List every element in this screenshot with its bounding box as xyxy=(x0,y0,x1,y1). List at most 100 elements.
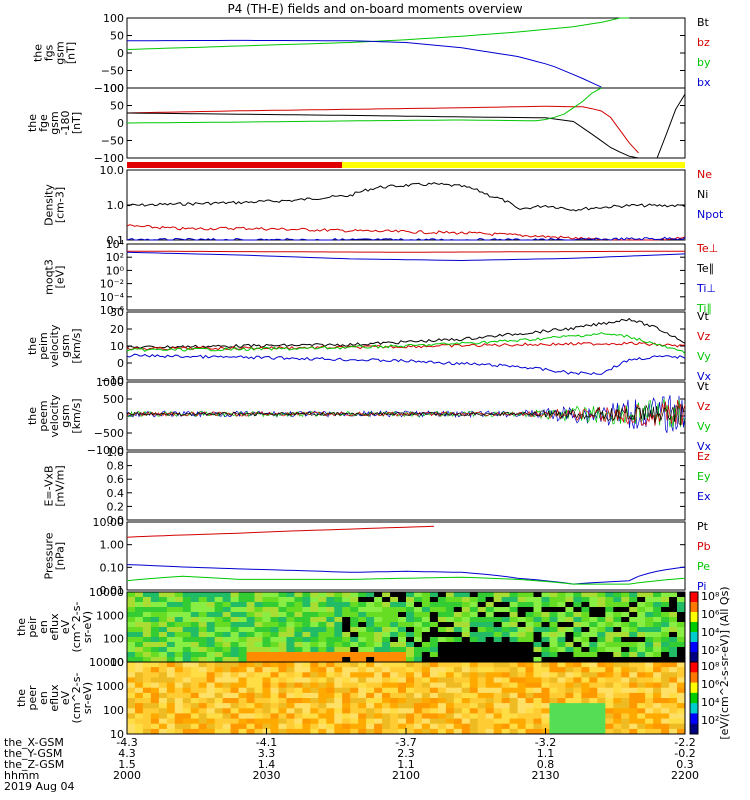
spectrogram-cell xyxy=(669,597,678,603)
spectrogram-cell xyxy=(358,708,367,714)
spectrogram-cell xyxy=(135,667,144,673)
spectrogram-cell xyxy=(358,687,367,694)
spectrogram-cell xyxy=(222,708,232,714)
spectrogram-cell xyxy=(382,692,391,699)
spectrogram-cell xyxy=(390,687,399,694)
spectrogram-cell xyxy=(517,647,527,653)
spectrogram-cell xyxy=(262,622,271,628)
spectrogram-cell xyxy=(573,703,582,709)
spectrogram-cell xyxy=(398,597,407,603)
spectrogram-cell xyxy=(509,703,519,709)
spectrogram-cell xyxy=(182,728,192,735)
spectrogram-cell xyxy=(469,698,479,704)
spectrogram-cell xyxy=(302,723,311,730)
spectrogram-cell xyxy=(262,703,271,709)
legend-entry: Vx xyxy=(697,370,712,383)
spectrogram-cell xyxy=(350,713,359,719)
spectrogram-cell xyxy=(366,692,375,699)
spectrogram-cell xyxy=(509,677,519,683)
spectrogram-cell xyxy=(653,698,662,704)
spectrogram-cell xyxy=(150,698,160,704)
spectrogram-cell xyxy=(565,718,574,725)
spectrogram-cell xyxy=(222,662,232,668)
spectrogram-cell xyxy=(150,718,160,725)
spectrogram-cell xyxy=(421,597,431,603)
spectrogram-cell xyxy=(565,602,574,608)
spectrogram-cell xyxy=(653,662,662,668)
spectrogram-cell xyxy=(581,692,590,699)
spectrogram-cell xyxy=(406,622,415,628)
spectrogram-cell xyxy=(198,592,208,598)
spectrogram-cell xyxy=(469,612,479,618)
spectrogram-cell xyxy=(334,627,343,633)
y-axis-label: gsm xyxy=(48,111,61,134)
spectrogram-cell xyxy=(342,708,351,714)
spectrogram-cell xyxy=(637,728,646,735)
spectrogram-cell xyxy=(437,637,447,643)
spectrogram-cell xyxy=(310,672,319,678)
spectrogram-cell xyxy=(613,607,622,613)
spectrogram-cell xyxy=(334,637,343,643)
spectrogram-cell xyxy=(342,723,351,730)
spectrogram-cell xyxy=(533,622,542,628)
spectrogram-cell xyxy=(469,627,479,633)
y-tick-label: 30 xyxy=(110,306,124,319)
spectrogram-cell xyxy=(135,632,144,638)
spectrogram-cell xyxy=(222,632,232,638)
spectrogram-cell xyxy=(150,723,160,730)
spectrogram-cell xyxy=(429,677,439,683)
spectrogram-cell xyxy=(398,642,407,648)
spectrogram-cell xyxy=(597,728,606,735)
spectrogram-cell xyxy=(158,647,168,653)
spectrogram-cell xyxy=(453,692,463,699)
spectrogram-cell xyxy=(533,677,542,683)
spectrogram-cell xyxy=(358,632,367,638)
spectrogram-cell xyxy=(142,708,152,714)
spectrogram-cell xyxy=(238,723,248,730)
spectrogram-cell xyxy=(398,607,407,613)
spectrogram-cell xyxy=(310,708,319,714)
spectrogram-cell xyxy=(406,718,415,725)
spectrogram-cell xyxy=(421,627,431,633)
spectrogram-cell xyxy=(294,612,303,618)
spectrogram-cell xyxy=(525,713,535,719)
spectrogram-cell xyxy=(509,592,519,598)
spectrogram-cell xyxy=(142,728,152,735)
spectrogram-cell xyxy=(485,597,495,603)
spectrogram-cell xyxy=(230,597,240,603)
spectrogram-cell xyxy=(206,607,216,613)
spectrogram-cell xyxy=(645,612,654,618)
spectrogram-cell xyxy=(318,692,327,699)
y-tick-label: 500 xyxy=(103,393,124,406)
spectrogram-cell xyxy=(190,692,200,699)
spectrogram-cell xyxy=(350,692,359,699)
spectrogram-cell xyxy=(230,617,240,623)
spectrogram-cell xyxy=(517,607,527,613)
spectrogram-cell xyxy=(661,652,670,658)
spectrogram-cell xyxy=(390,622,399,628)
spectrogram-cell xyxy=(214,672,224,678)
legend-entry: Bt xyxy=(697,16,710,29)
spectrogram-cell xyxy=(517,632,527,638)
spectrogram-cell xyxy=(286,622,295,628)
spectrogram-cell xyxy=(677,698,686,704)
spectrogram-cell xyxy=(246,642,256,648)
spectrogram-cell xyxy=(262,692,271,699)
spectrogram-cell xyxy=(621,718,630,725)
spectrogram-cell xyxy=(358,682,367,689)
spectrogram-cell xyxy=(525,692,535,699)
colorbar-segment xyxy=(690,612,698,623)
spectrogram-cell xyxy=(485,728,495,735)
spectrogram-cell xyxy=(326,703,335,709)
spectrogram-cell xyxy=(238,692,248,699)
spectrogram-cell xyxy=(246,632,256,638)
spectrogram-cell xyxy=(246,703,256,709)
spectrogram-cell xyxy=(166,612,176,618)
spectrogram-cell xyxy=(334,682,343,689)
spectrogram-cell xyxy=(445,703,455,709)
spectrogram-cell xyxy=(605,667,614,673)
spectrogram-cell xyxy=(334,592,343,598)
spectrogram-cell xyxy=(158,698,168,704)
spectrogram-cell xyxy=(493,592,503,598)
spectrogram-cell xyxy=(637,622,646,628)
